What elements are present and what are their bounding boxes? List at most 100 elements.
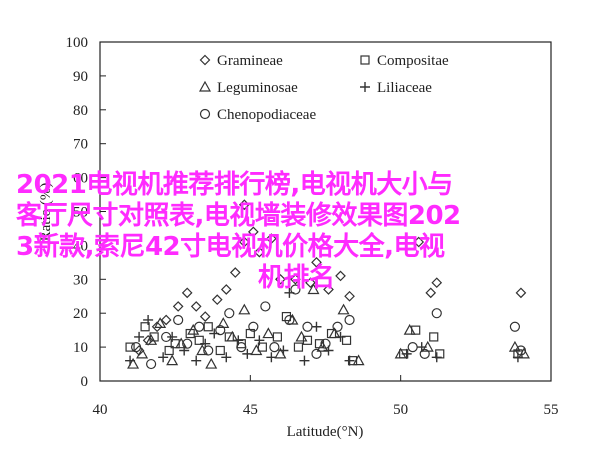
gramineae-point <box>172 301 184 312</box>
liliaceae-point <box>335 331 346 342</box>
chenopodiaceae-point <box>182 338 193 349</box>
gramineae-point <box>425 287 437 299</box>
gramineae-point <box>229 267 241 278</box>
gramineae-point <box>238 199 250 211</box>
chenopodiaceae-point <box>173 314 184 326</box>
liliaceae-point <box>158 352 169 363</box>
chenopodiaceae-point <box>236 342 247 353</box>
legend-marker-chenopodiaceae <box>199 108 211 120</box>
compositae-point <box>281 311 292 322</box>
y-tick-label: 60 <box>73 171 88 187</box>
compositae-point <box>257 342 267 352</box>
leguminosae-point <box>250 344 263 356</box>
gramineae-point <box>335 270 346 282</box>
liliaceae-point <box>311 321 322 332</box>
series-chenopodiaceae <box>130 284 527 370</box>
gramineae-point <box>151 321 163 333</box>
gramineae-point <box>211 294 223 305</box>
legend-label-leguminosae: Leguminosae <box>217 80 298 96</box>
legend-label-liliaceae: Liliaceae <box>377 80 432 96</box>
liliaceae-point <box>143 314 154 325</box>
chenopodiaceae-point <box>130 342 142 353</box>
leguminosae-point <box>517 347 530 359</box>
compositae-point <box>164 345 174 356</box>
gramineae-point <box>199 311 211 322</box>
gramineae-point <box>181 287 193 299</box>
gramineae-point <box>160 314 172 326</box>
leguminosae-point <box>196 344 209 356</box>
compositae-point <box>140 322 150 332</box>
leguminosae-point <box>217 317 230 328</box>
leguminosae-point <box>136 347 149 359</box>
leguminosae-point <box>295 330 308 342</box>
chenopodiaceae-point <box>407 342 418 353</box>
chenopodiaceae-point <box>302 321 313 332</box>
gramineae-point <box>323 284 334 295</box>
gramineae-point <box>290 273 301 285</box>
chenopodiaceae-point <box>311 348 322 359</box>
legend-marker-liliaceae <box>360 82 370 92</box>
compositae-point <box>245 328 255 339</box>
leguminosae-point <box>205 357 218 369</box>
y-tick-label: 20 <box>73 306 88 322</box>
liliaceae-point <box>167 331 178 342</box>
gramineae-point <box>431 277 443 289</box>
y-tick-label: 40 <box>73 238 88 254</box>
leguminosae-point <box>352 354 365 366</box>
chenopodiaceae-point <box>332 321 343 332</box>
plot-area <box>99 41 552 382</box>
legend-marker-gramineae <box>199 54 211 66</box>
y-tick-label: 80 <box>73 103 88 119</box>
legend-marker-leguminosae <box>198 80 212 92</box>
gramineae-point <box>254 246 265 258</box>
gramineae-point <box>190 301 202 312</box>
chenopodiaceae-point <box>146 358 157 370</box>
leguminosae-point <box>307 283 320 295</box>
chenopodiaceae-point <box>224 308 235 319</box>
compositae-point <box>341 335 352 345</box>
leguminosae-point <box>262 327 275 339</box>
chenopodiaceae-point <box>320 338 331 349</box>
compositae-point <box>125 342 135 352</box>
chenopodiaceae-point <box>269 342 280 353</box>
y-tick-label: 30 <box>73 272 88 288</box>
leguminosae-point <box>226 330 239 342</box>
leguminosae-point <box>238 303 251 315</box>
chenopodiaceae-point <box>215 325 226 336</box>
y-tick-label: 10 <box>73 340 88 356</box>
chenopodiaceae-point <box>203 345 214 356</box>
overlay-title-line-4: 机排名 <box>258 263 335 293</box>
gramineae-point <box>275 273 286 285</box>
liliaceae-point <box>278 345 289 356</box>
compositae-point <box>293 342 304 352</box>
leguminosae-point <box>328 327 341 339</box>
compositae-point <box>411 325 421 335</box>
liliaceae-point <box>191 355 202 366</box>
gramineae-point <box>344 290 355 302</box>
liliaceae-point <box>125 355 136 366</box>
x-tick-label: 40 <box>93 402 108 418</box>
chenopodiaceae-point <box>290 284 301 295</box>
gramineae-point <box>238 236 250 248</box>
x-tick-label: 55 <box>544 402 559 418</box>
liliaceae-point <box>242 348 253 359</box>
leguminosae-point <box>508 340 521 352</box>
chenopodiaceae-point <box>509 321 521 332</box>
chenopodiaceae-point <box>194 321 205 332</box>
leguminosae-point <box>316 340 329 352</box>
chenopodiaceae-point <box>419 348 430 359</box>
leguminosae-point <box>403 323 416 335</box>
leguminosae-point <box>175 337 188 349</box>
y-axis-title: Ratio (%) <box>38 183 54 242</box>
overlay-title-line-3: 3新款,索尼42寸电视机价格大全,电视 <box>16 232 445 262</box>
overlay-title-line-2: 客厅尺寸对照表,电视墙装修效果图202 <box>16 201 461 231</box>
liliaceae-point <box>299 355 310 366</box>
liliaceae-point <box>254 335 265 346</box>
gramineae-point <box>247 226 259 238</box>
x-tick-label: 45 <box>243 402 258 418</box>
series-gramineae <box>133 199 527 356</box>
legend-label-gramineae: Gramineae <box>217 53 283 69</box>
legend: Gramineae Compositae Leguminosae Liliaceae C… <box>198 53 449 123</box>
leguminosae-point <box>154 317 167 328</box>
